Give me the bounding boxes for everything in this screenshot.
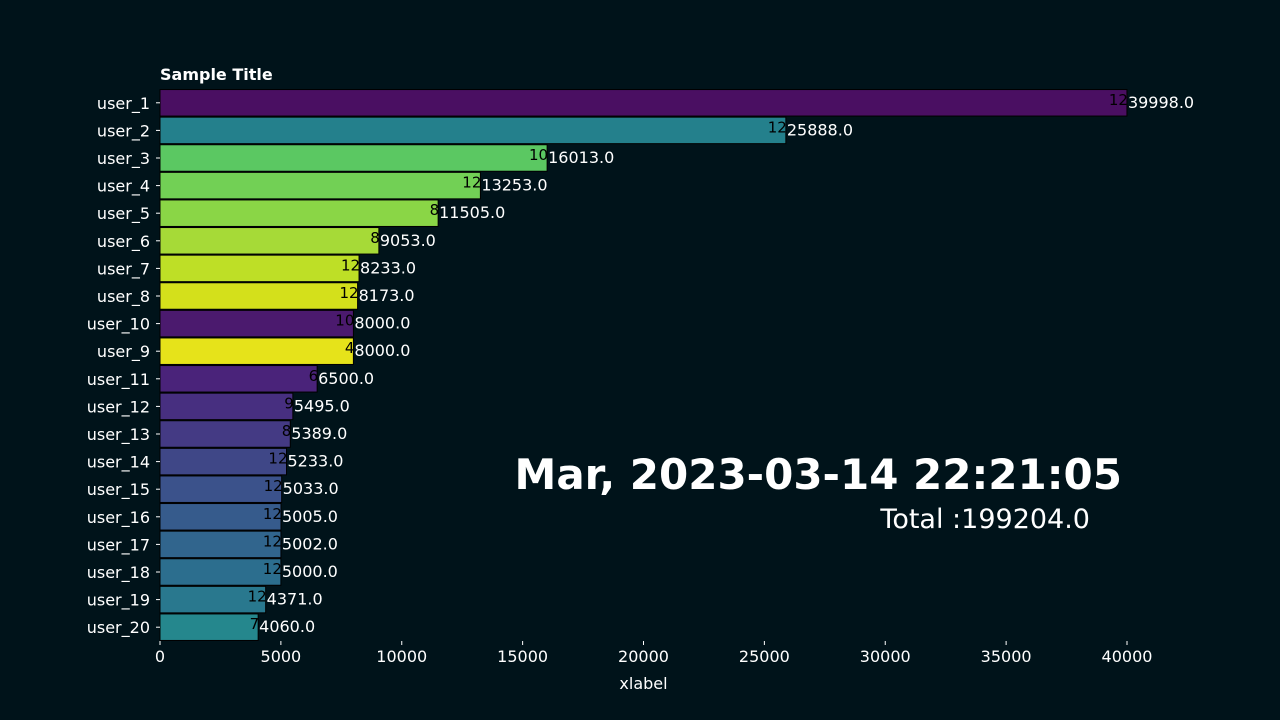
x-tick-label: 5000: [261, 647, 302, 666]
x-tick-label: 0: [155, 647, 165, 666]
y-axis: user_1 user_2 user_3 user_4 user_5 user_6user…: [87, 94, 160, 638]
bar-count-label: 12: [263, 505, 282, 523]
x-axis-label: xlabel: [619, 674, 668, 693]
bar-value-label: 4371.0: [267, 590, 323, 609]
bar-user_1: [159, 89, 1128, 117]
bar-count-label: 8: [430, 201, 440, 219]
bar-count-label: 7: [250, 615, 260, 633]
total-label: Total :199204.0: [880, 504, 1090, 535]
x-tick-label: 25000: [739, 647, 790, 666]
y-tick-label: user_20: [87, 618, 150, 638]
x-tick-label: 20000: [618, 647, 669, 666]
bar-count-label: 12: [1109, 91, 1128, 109]
y-tick-label: user_5: [97, 204, 150, 224]
date-label: Mar, 2023-03-14 22:21:05: [514, 450, 1122, 499]
bar-value-label: 8233.0: [360, 258, 416, 277]
bar-value-label: 5233.0: [288, 452, 344, 471]
bar-count-label: 12: [263, 532, 282, 550]
bar-count-label: 6: [309, 367, 319, 385]
bar-count-label: 10: [335, 312, 354, 330]
bar-value-label: 39998.0: [1128, 93, 1194, 112]
bar-value-label: 9053.0: [380, 231, 436, 250]
bar-user_3: [159, 144, 548, 172]
bar-count-label: 12: [264, 477, 283, 495]
x-tick-label: 15000: [497, 647, 548, 666]
x-axis: 0 5000 10000 15000 20000 25000 30000 35000 40000: [155, 641, 1153, 666]
y-tick-label: user_1: [97, 94, 150, 114]
bar-user_12: [159, 392, 294, 421]
y-tick-label: user_14: [87, 453, 150, 473]
bar-user_2: [159, 116, 787, 145]
y-tick-label: user_11: [87, 370, 150, 390]
bar-value-label: 8000.0: [354, 341, 410, 360]
y-tick-label: user_16: [87, 508, 150, 528]
y-tick-label: user_9: [97, 342, 150, 362]
bar-count-label: 8: [282, 422, 292, 440]
bar-value-label: 11505.0: [439, 203, 505, 222]
bar-value-label: 8173.0: [359, 286, 415, 305]
bar-user_14: [159, 447, 288, 476]
bar-value-label: 5000.0: [282, 562, 338, 581]
bar-count-label: 12: [248, 588, 267, 606]
bar-value-label: 16013.0: [548, 148, 614, 167]
bar-count-label: 12: [341, 256, 360, 274]
bar-user_4: [159, 171, 481, 200]
x-tick-label: 10000: [376, 647, 427, 666]
bars-group: 12 39998.012 25888.010 16013.012 13253.08 115…: [159, 89, 1194, 641]
bar-value-label: 5389.0: [291, 424, 347, 443]
bar-user_5: [159, 199, 439, 227]
bar-user_13: [159, 420, 291, 448]
bar-user_9: [159, 337, 354, 365]
y-tick-label: user_4: [97, 177, 150, 197]
y-tick-label: user_10: [87, 315, 150, 335]
bar-value-label: 8000.0: [354, 314, 410, 333]
chart-title: Sample Title: [160, 65, 273, 84]
x-tick-label: 35000: [981, 647, 1032, 666]
x-tick-label: 30000: [860, 647, 911, 666]
bar-value-label: 5033.0: [283, 479, 339, 498]
bar-value-label: 4060.0: [259, 617, 315, 636]
y-tick-label: user_17: [87, 535, 150, 555]
bar-count-label: 12: [339, 284, 358, 302]
y-tick-label: user_8: [97, 287, 150, 307]
bar-count-label: 12: [768, 118, 787, 136]
bar-user_20: [159, 613, 259, 641]
bar-count-label: 8: [370, 229, 380, 247]
bar-count-label: 12: [263, 560, 282, 578]
bar-user_17: [159, 530, 282, 559]
bar-count-label: 12: [462, 174, 481, 192]
bar-user_7: [159, 254, 360, 283]
bar-user_10: [159, 309, 354, 338]
bar-count-label: 9: [284, 394, 294, 412]
y-tick-label: user_19: [87, 591, 150, 611]
y-tick-label: user_7: [97, 259, 150, 279]
bar-value-label: 25888.0: [787, 120, 853, 139]
y-tick-label: user_2: [97, 121, 150, 141]
bar-value-label: 6500.0: [318, 369, 374, 388]
x-tick-label: 40000: [1102, 647, 1153, 666]
bar-user_6: [159, 227, 380, 255]
bar-value-label: 5002.0: [282, 534, 338, 553]
y-tick-label: user_15: [87, 480, 150, 500]
y-tick-label: user_18: [87, 563, 150, 583]
bar-value-label: 5005.0: [282, 507, 338, 526]
bar-count-label: 12: [268, 450, 287, 468]
bar-value-label: 13253.0: [481, 176, 547, 195]
bar-count-label: 10: [529, 146, 548, 164]
bar-value-label: 5495.0: [294, 396, 350, 415]
y-tick-label: user_12: [87, 397, 150, 417]
y-tick-label: user_13: [87, 425, 150, 445]
bar-user_18: [159, 558, 282, 586]
y-tick-label: user_3: [97, 149, 150, 169]
bar-user_11: [159, 365, 318, 393]
bar-count-label: 4: [345, 339, 355, 357]
y-tick-label: user_6: [97, 232, 150, 252]
bar-user_8: [159, 282, 359, 310]
